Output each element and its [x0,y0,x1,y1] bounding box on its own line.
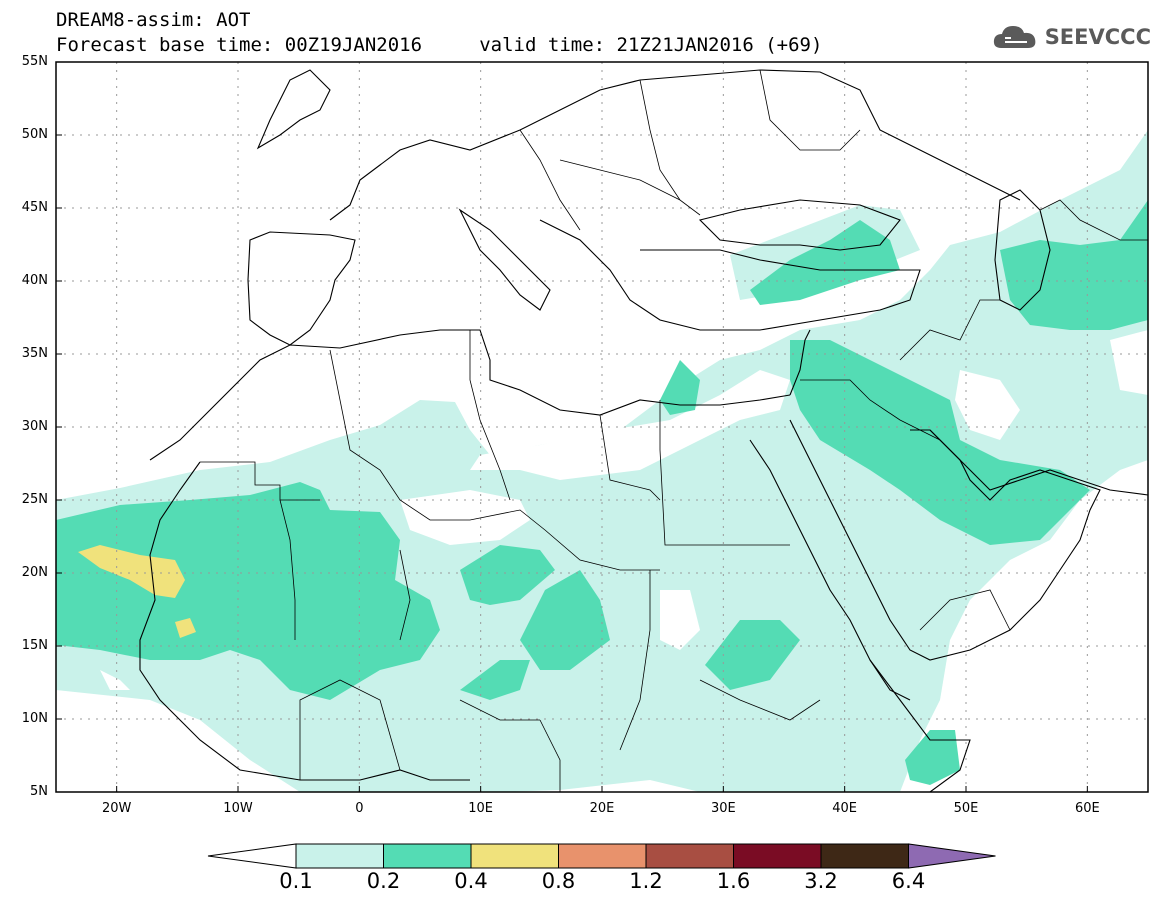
lat-label: 15N [21,638,48,653]
lon-label: 50E [953,801,979,816]
lat-label: 40N [21,273,48,288]
lon-label: 60E [1074,801,1100,816]
lat-label: 35N [21,346,48,361]
colorbar-swatch [383,843,472,869]
lat-label: 30N [21,419,48,434]
lat-label: 10N [21,711,48,726]
colorbar-swatch [645,843,734,869]
colorbar-under-arrow [207,843,297,869]
axis-ticks [56,61,1088,793]
lon-label: 10W [223,801,253,816]
colorbar-level-label: 3.2 [804,869,838,893]
lat-label: 20N [21,565,48,580]
lat-label: 50N [21,127,48,142]
seevccc-logo: SEEVCCC [991,22,1151,52]
lon-label: 20W [101,801,132,816]
cloud-icon [993,26,1036,48]
colorbar-swatch [470,843,559,869]
forecast-time-line: Forecast base time: 00Z19JAN2016 valid t… [56,34,823,56]
country-borders [200,69,1148,792]
colorbar-level-label: 0.4 [454,869,488,893]
lon-label: 20E [589,801,615,816]
lat-label: 45N [21,200,48,215]
lat-label: 25N [21,492,48,507]
lat-label: 5N [30,784,48,799]
map-title: DREAM8-assim: AOT [56,9,251,31]
colorbar-swatch [820,843,909,869]
colorbar-level-label: 6.4 [891,869,926,893]
logo-text: SEEVCCC [1044,25,1151,49]
colorbar [207,843,996,869]
map-gridlines [56,62,1148,792]
colorbar-level-label: 0.2 [366,869,401,893]
colorbar-over-arrow [908,843,996,869]
colorbar-swatch [733,843,822,869]
colorbar-level-label: 1.2 [629,869,663,893]
lon-label: 40E [832,801,858,816]
colorbar-level-label: 0.8 [541,869,576,893]
aot-clear-areas [100,330,1148,690]
aot-layer-0.4 [78,545,196,638]
coastlines [139,69,1148,792]
colorbar-level-label: 0.1 [279,869,313,893]
colorbar-swatch [295,843,384,869]
colorbar-level-label: 1.6 [716,869,751,893]
lat-label: 55N [21,54,48,69]
lon-label: 0 [355,801,364,816]
colorbar-swatch [558,843,647,869]
lon-label: 10E [468,801,494,816]
lon-label: 30E [710,801,736,816]
